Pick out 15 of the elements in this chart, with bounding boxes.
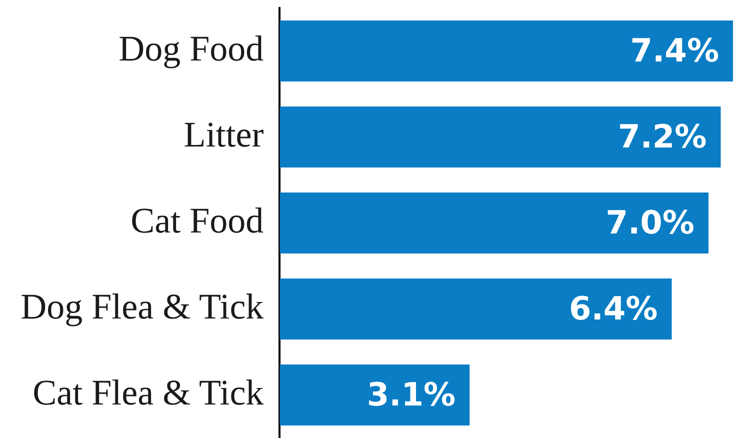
data-label: 6.4%	[568, 289, 658, 328]
bar	[280, 192, 708, 254]
y-tick-label: Dog Flea & Tick	[20, 286, 264, 326]
bar	[280, 106, 721, 168]
bar	[280, 364, 470, 426]
y-tick-label: Cat Food	[130, 200, 264, 240]
data-label: 7.0%	[606, 203, 694, 242]
y-tick-label: Litter	[184, 114, 264, 154]
data-label: 3.1%	[366, 375, 456, 414]
data-label: 7.4%	[630, 31, 719, 70]
bar	[280, 278, 672, 340]
y-tick-label: Cat Flea & Tick	[32, 372, 264, 412]
y-tick-label: Dog Food	[118, 28, 264, 68]
bar	[280, 20, 733, 82]
data-label: 7.2%	[618, 117, 707, 156]
